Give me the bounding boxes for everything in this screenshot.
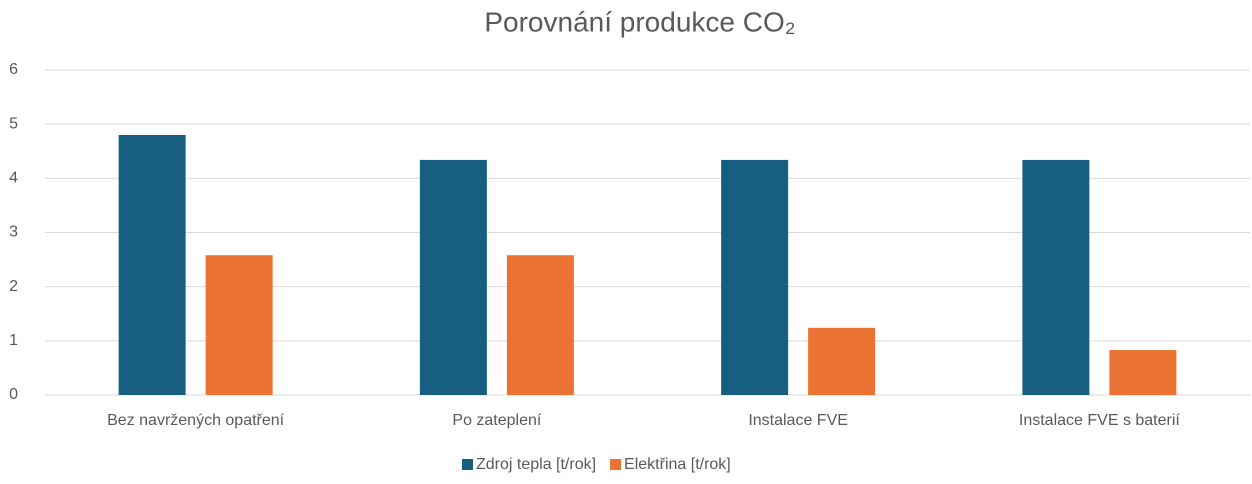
legend-label: Zdroj tepla [t/rok] bbox=[476, 456, 596, 473]
legend-label: Elektřina [t/rok] bbox=[624, 456, 731, 473]
y-tick-label: 2 bbox=[9, 278, 18, 295]
bar bbox=[118, 135, 186, 395]
bar bbox=[1022, 159, 1090, 395]
bar bbox=[1109, 350, 1177, 395]
bar bbox=[205, 255, 273, 395]
y-tick-label: 1 bbox=[9, 332, 18, 349]
y-tick-label: 3 bbox=[9, 224, 18, 241]
x-tick-label: Instalace FVE s baterií bbox=[1019, 412, 1181, 429]
legend-swatch bbox=[610, 459, 622, 470]
bar bbox=[808, 327, 876, 395]
y-tick-label: 0 bbox=[9, 386, 18, 403]
x-tick-label: Instalace FVE bbox=[748, 412, 848, 429]
y-tick-label: 5 bbox=[9, 115, 18, 132]
x-tick-label: Bez navržených opatření bbox=[107, 412, 285, 429]
chart-title: Porovnání produkce CO₂ bbox=[484, 6, 795, 37]
bar bbox=[721, 159, 789, 395]
bar bbox=[419, 159, 487, 395]
y-tick-label: 6 bbox=[9, 61, 18, 78]
x-tick-label: Po zateplení bbox=[452, 412, 542, 429]
legend-swatch bbox=[462, 459, 473, 470]
bar bbox=[506, 255, 574, 395]
y-tick-label: 4 bbox=[9, 170, 18, 187]
